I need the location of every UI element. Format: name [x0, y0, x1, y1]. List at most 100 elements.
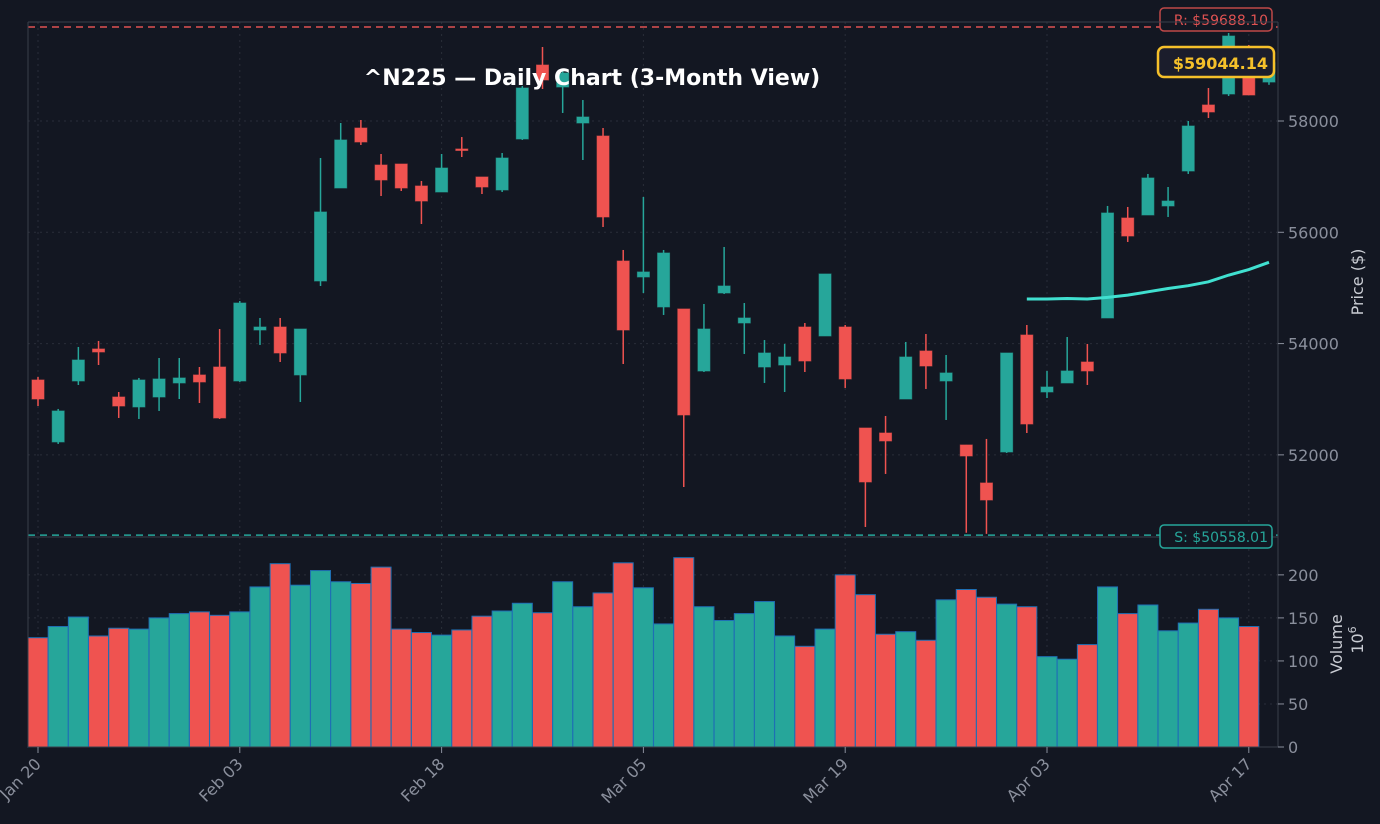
- volume-bar: [1238, 626, 1260, 748]
- candle-up: [556, 70, 570, 113]
- candle-body: [737, 317, 751, 324]
- axes: [27, 21, 1279, 748]
- candle-up: [172, 357, 186, 399]
- volume-bar: [572, 606, 594, 748]
- candle-up: [253, 317, 267, 345]
- volume-unit-exponent: 6: [1346, 626, 1359, 633]
- candle-down: [31, 376, 45, 407]
- candle-down: [1020, 324, 1034, 433]
- volume-tick-label: 50: [1288, 695, 1308, 714]
- candle-up: [778, 343, 792, 392]
- candle-body: [233, 302, 247, 382]
- candle-body: [213, 366, 227, 419]
- volume-bar: [289, 584, 311, 748]
- candle-body: [132, 379, 146, 408]
- volume-bar: [269, 563, 291, 748]
- candle-down: [1121, 206, 1135, 242]
- volume-bar: [1117, 613, 1139, 748]
- volume-tick-label: 150: [1288, 609, 1319, 628]
- candle-body: [1020, 334, 1034, 425]
- candle-body: [495, 157, 509, 191]
- last-price-label: $59044.14: [1156, 45, 1276, 79]
- candle-body: [778, 356, 792, 366]
- price-axis-ticks: 52000 54000 56000 58000: [1278, 112, 1339, 465]
- volume-bar: [431, 634, 453, 748]
- candle-body: [293, 328, 307, 376]
- candle-body: [273, 326, 287, 354]
- candle-up: [737, 303, 751, 354]
- volume-bar: [592, 592, 614, 748]
- candle-down: [414, 180, 428, 224]
- candle-up: [71, 346, 85, 385]
- volume-bar: [955, 589, 977, 748]
- candle-body: [354, 127, 368, 143]
- volume-bar: [310, 570, 332, 748]
- candle-down: [879, 415, 893, 474]
- candle-down: [192, 367, 206, 404]
- volume-bars: [27, 557, 1260, 748]
- volume-bar: [1137, 604, 1159, 748]
- volume-unit-label: 106: [1346, 626, 1367, 653]
- candle-up: [233, 301, 247, 382]
- candle-up: [697, 304, 711, 373]
- volume-bar: [814, 628, 836, 748]
- volume-bar: [532, 612, 553, 748]
- volume-bar: [794, 645, 816, 748]
- volume-bar: [612, 562, 634, 748]
- volume-bar: [88, 635, 110, 748]
- candle-body: [192, 374, 206, 383]
- candle-up: [1060, 337, 1074, 384]
- candle-down: [394, 163, 408, 191]
- candle-body: [253, 326, 267, 331]
- candle-body: [1141, 177, 1155, 216]
- candle-up: [1181, 120, 1195, 174]
- candle-body: [1161, 200, 1175, 207]
- volume-bar: [491, 610, 513, 748]
- candle-body: [51, 410, 65, 443]
- volume-bar: [128, 628, 150, 748]
- candle-body: [152, 378, 166, 398]
- candle-body: [838, 326, 852, 380]
- volume-bar: [854, 594, 876, 748]
- candle-body: [717, 285, 731, 294]
- candle-down: [616, 249, 630, 364]
- candle-body: [1121, 217, 1135, 237]
- candle-up: [334, 122, 348, 189]
- candle-body: [959, 444, 973, 457]
- candle-down: [1080, 343, 1094, 385]
- candle-up: [495, 152, 509, 192]
- candle-body: [858, 427, 872, 483]
- volume-bar: [673, 557, 695, 748]
- volume-bar: [1097, 586, 1119, 748]
- volume-bar: [370, 566, 392, 748]
- volume-bar: [350, 582, 372, 748]
- candle-body: [636, 271, 650, 278]
- volume-bar: [632, 587, 654, 748]
- volume-bar: [27, 637, 49, 748]
- candle-up: [1161, 186, 1175, 217]
- candle-down: [455, 137, 469, 157]
- candle-body: [314, 211, 328, 282]
- candle-up: [717, 246, 731, 294]
- candle-up: [1040, 370, 1054, 398]
- volume-bar: [693, 606, 715, 748]
- price-tick-label: 52000: [1288, 446, 1339, 465]
- volume-bar: [188, 611, 210, 748]
- candle-body: [71, 359, 85, 382]
- candle-body: [515, 87, 529, 140]
- candle-down: [596, 128, 610, 227]
- volume-bar: [1016, 606, 1038, 748]
- candle-down: [354, 119, 368, 145]
- support-label-text: S: $50558.01: [1174, 530, 1268, 546]
- volume-bar: [774, 635, 796, 748]
- candle-down: [374, 153, 388, 197]
- candle-up: [1101, 205, 1115, 319]
- volume-bar: [875, 633, 897, 748]
- candle-up: [51, 408, 65, 444]
- candle-up: [576, 100, 590, 161]
- price-tick-label: 58000: [1288, 112, 1339, 131]
- volume-bar: [1076, 644, 1098, 748]
- price-tick-label: 56000: [1288, 223, 1339, 242]
- candle-down: [92, 340, 106, 365]
- price-axis-label: Price ($): [1348, 249, 1367, 316]
